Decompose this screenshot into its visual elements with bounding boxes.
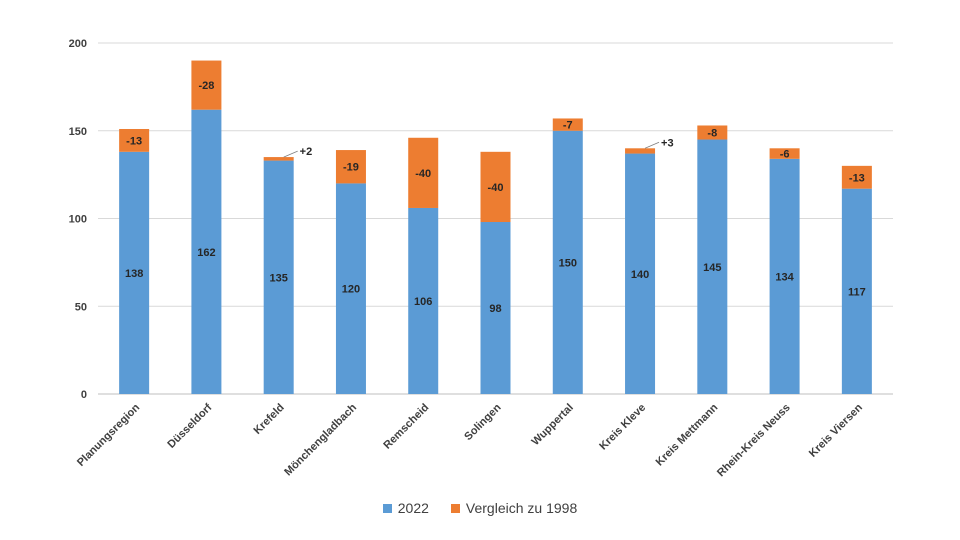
- bar-vergleich-0: [119, 128, 150, 152]
- bar-2022-3: [335, 183, 366, 394]
- legend-swatch-series-1: [382, 503, 392, 513]
- bar-2022-7: [625, 153, 656, 394]
- bar-vergleich-9: [769, 148, 800, 159]
- bar-vergleich-3: [335, 150, 366, 184]
- bar-2022-8: [697, 139, 728, 394]
- data-label-2022-7: 140: [631, 269, 649, 281]
- data-label-2022-0: 138: [125, 268, 143, 280]
- data-label-vergleich-5: -40: [488, 182, 504, 194]
- x-tick-label-10: Kreis Viersen: [807, 401, 865, 459]
- bar-2022-6: [552, 130, 583, 394]
- data-label-2022-10: 117: [848, 286, 866, 298]
- data-label-vergleich-9: -6: [780, 149, 790, 161]
- data-label-vergleich-0: -13: [126, 135, 142, 147]
- data-label-vergleich-1: -28: [198, 80, 214, 92]
- bar-2022-9: [769, 158, 800, 394]
- legend-item-series-2: Vergleich zu 1998: [450, 500, 578, 516]
- data-label-2022-4: 106: [414, 296, 432, 308]
- bar-2022-0: [119, 151, 150, 394]
- y-tick-label-100: 100: [69, 214, 87, 226]
- x-tick-label-4: Remscheid: [381, 402, 431, 452]
- data-label-vergleich-2: +2: [300, 146, 313, 158]
- bar-vergleich-4: [408, 137, 439, 208]
- data-label-vergleich-7: +3: [661, 137, 674, 149]
- data-label-2022-8: 145: [703, 262, 721, 274]
- x-tick-label-2: Krefeld: [252, 402, 287, 437]
- bar-vergleich-10: [841, 165, 872, 189]
- data-label-vergleich-10: -13: [849, 172, 865, 184]
- data-label-2022-5: 98: [489, 303, 501, 315]
- bar-vergleich-7: [625, 148, 656, 154]
- legend-item-series-1: 2022: [382, 500, 429, 516]
- x-tick-label-7: Kreis Kleve: [597, 402, 648, 453]
- bar-vergleich-6: [552, 118, 583, 131]
- callout-leader-7: [644, 141, 660, 149]
- x-tick-label-3: Mönchengladbach: [282, 401, 359, 478]
- data-label-vergleich-3: -19: [343, 162, 359, 174]
- callout-leader-2: [283, 150, 298, 158]
- x-tick-label-5: Solingen: [462, 401, 504, 443]
- bar-vergleich-2: [263, 157, 294, 161]
- legend-label-series-1: 2022: [397, 500, 429, 516]
- bar-2022-1: [191, 109, 222, 394]
- y-tick-label-0: 0: [81, 389, 87, 401]
- x-tick-label-8: Kreis Mettmann: [654, 401, 721, 468]
- bar-2022-2: [263, 160, 294, 394]
- data-label-2022-6: 150: [559, 257, 577, 269]
- bar-vergleich-5: [480, 151, 511, 223]
- x-tick-label-0: Planungsregion: [75, 401, 142, 468]
- y-tick-label-150: 150: [69, 126, 87, 138]
- data-label-2022-9: 134: [775, 271, 794, 283]
- y-tick-label-50: 50: [75, 301, 87, 313]
- x-tick-label-6: Wuppertal: [530, 402, 576, 448]
- bar-2022-10: [841, 188, 872, 394]
- bar-2022-4: [408, 207, 439, 394]
- legend-label-series-2: Vergleich zu 1998: [465, 500, 578, 516]
- data-label-2022-1: 162: [197, 247, 215, 259]
- data-label-vergleich-4: -40: [415, 168, 431, 180]
- legend: 2022 Vergleich zu 1998: [0, 500, 960, 516]
- x-tick-label-9: Rhein-Kreis Neuss: [715, 402, 793, 480]
- data-label-2022-3: 120: [342, 284, 360, 296]
- bar-vergleich-8: [697, 125, 728, 140]
- bar-vergleich-1: [191, 60, 222, 110]
- x-tick-label-1: Düsseldorf: [165, 401, 214, 450]
- data-label-vergleich-6: -7: [563, 120, 573, 132]
- bar-2022-5: [480, 222, 511, 394]
- y-tick-label-200: 200: [69, 38, 87, 50]
- legend-swatch-series-2: [450, 503, 460, 513]
- data-label-vergleich-8: -8: [707, 128, 717, 140]
- data-label-2022-2: 135: [270, 272, 288, 284]
